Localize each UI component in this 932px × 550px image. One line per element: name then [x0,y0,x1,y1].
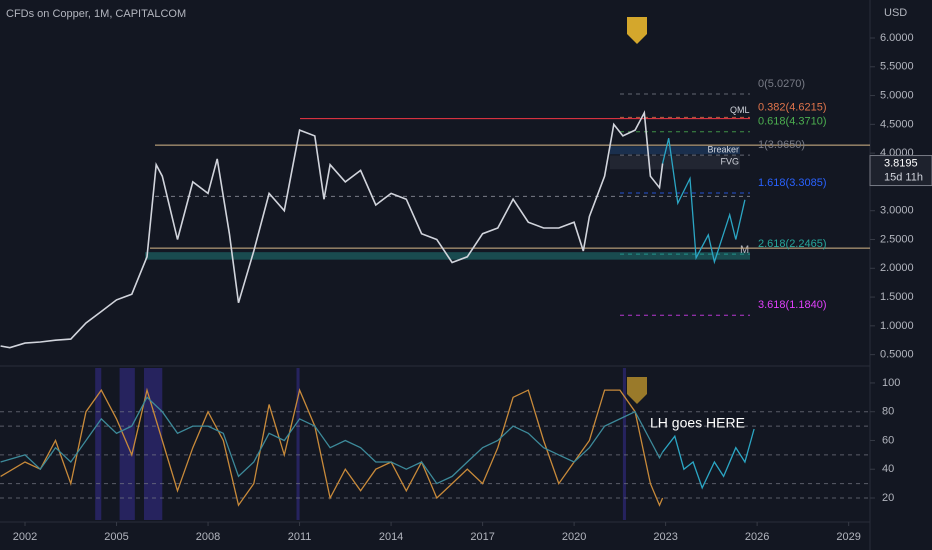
x-tick-label: 2008 [196,531,220,543]
y-tick-label: 20 [882,492,894,504]
fib-label: 1(3.9650) [758,139,805,151]
box [610,155,740,170]
box [610,146,740,155]
y-tick-label: 100 [882,377,900,389]
x-tick-label: 2017 [470,531,494,543]
y-tick-label: 5.5000 [880,61,914,73]
y-tick-label: 3.0000 [880,205,914,217]
level-label: QML [730,105,750,115]
fib-label: 2.618(2.2465) [758,238,827,250]
projection-line [661,138,746,265]
axis-label: USD [884,7,907,19]
oscillator-line [0,396,664,485]
box-label: FVG [720,157,739,167]
highlight-band [622,368,626,520]
price-line [0,110,664,349]
y-tick-label: 2.5000 [880,233,914,245]
x-tick-label: 2002 [13,531,37,543]
x-tick-label: 2029 [836,531,860,543]
y-tick-label: 0.5000 [880,349,914,361]
y-tick-label: 40 [882,463,894,475]
y-tick-label: 5.0000 [880,89,914,101]
x-tick-label: 2005 [104,531,128,543]
highlight-band [95,368,102,520]
countdown: 15d 11h [884,171,923,183]
y-tick-label: 80 [882,406,894,418]
fib-label: 0.382(4.6215) [758,101,827,113]
x-tick-label: 2014 [379,531,403,543]
y-tick-label: 1.0000 [880,320,914,332]
highlight-band [143,368,163,520]
y-tick-label: 4.5000 [880,118,914,130]
marker [627,17,647,44]
oscillator-line [662,428,755,490]
chart-title: CFDs on Copper, 1M, CAPITALCOM [6,8,186,20]
marker [627,377,647,404]
y-tick-label: 1.5000 [880,291,914,303]
fib-label: 3.618(1.1840) [758,299,827,311]
y-tick-label: 60 [882,434,894,446]
x-tick-label: 2011 [288,531,312,543]
fib-label: 1.618(3.3085) [758,177,827,189]
x-tick-label: 2023 [653,531,677,543]
price-tag [869,155,932,187]
annotation: LH goes HERE [650,415,745,431]
price-tag-label: 3.8195 [884,157,918,169]
x-tick-label: 2026 [745,531,769,543]
box-label: Breaker [707,145,739,155]
fib-label: 0(5.0270) [758,78,805,90]
highlight-band [296,368,300,520]
fib-label: 0.618(4.3710) [758,116,827,128]
y-tick-label: 2.0000 [880,262,914,274]
zone-label: M [740,244,749,256]
y-tick-label: 6.0000 [880,32,914,44]
x-tick-label: 2020 [562,531,586,543]
